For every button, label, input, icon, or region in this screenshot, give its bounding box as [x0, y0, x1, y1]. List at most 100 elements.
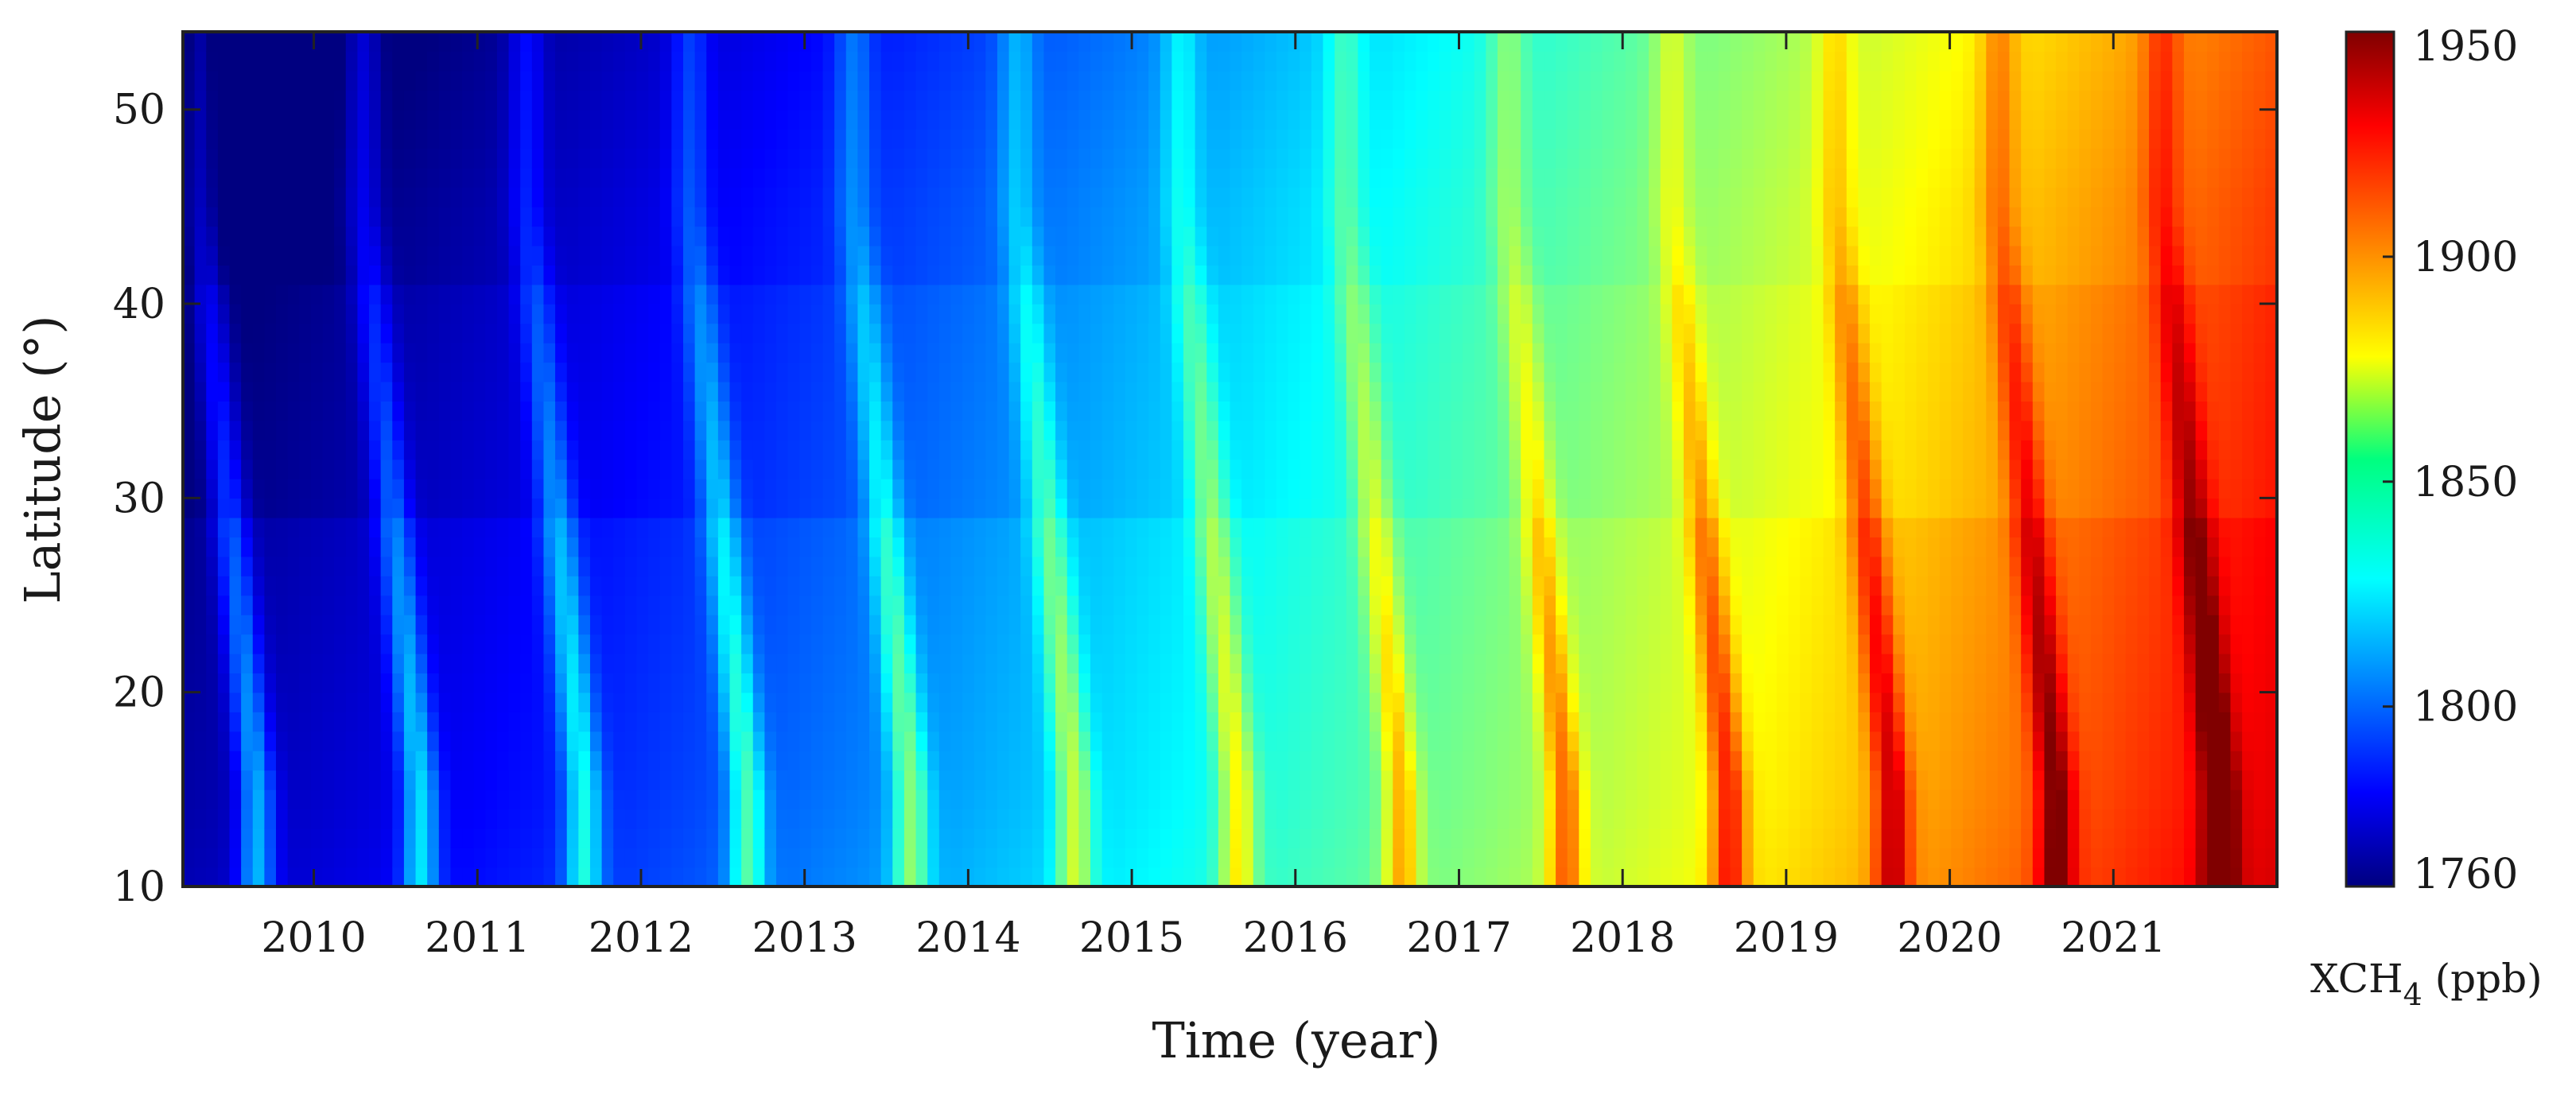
heatmap-cell	[1241, 750, 1254, 771]
heatmap-cell	[1230, 90, 1242, 111]
heatmap-cell	[1323, 245, 1335, 266]
heatmap-cell	[869, 90, 882, 111]
heatmap-cell	[717, 750, 731, 771]
heatmap-cell	[462, 789, 475, 810]
heatmap-cell	[787, 342, 801, 363]
heatmap-cell	[485, 712, 498, 732]
heatmap-cell	[938, 848, 952, 868]
heatmap-cell	[1067, 226, 1080, 246]
heatmap-cell	[776, 420, 789, 440]
heatmap-cell	[1113, 537, 1126, 557]
heatmap-cell	[299, 595, 312, 615]
heatmap-cell	[636, 304, 649, 324]
heatmap-cell	[624, 731, 638, 751]
heatmap-cell	[1078, 401, 1091, 421]
heatmap-cell	[1288, 634, 1301, 654]
heatmap-cell	[264, 576, 277, 596]
heatmap-cell	[334, 789, 347, 810]
heatmap-cell	[334, 32, 347, 52]
heatmap-cell	[380, 342, 394, 363]
heatmap-cell	[1335, 828, 1347, 848]
heatmap-cell	[1078, 770, 1091, 790]
heatmap-cell	[1463, 109, 1475, 130]
heatmap-cell	[1032, 129, 1045, 149]
heatmap-cell	[1416, 148, 1428, 169]
heatmap-cell	[1276, 304, 1289, 324]
heatmap-cell	[810, 90, 824, 111]
heatmap-cell	[682, 109, 696, 130]
heatmap-cell	[438, 90, 452, 111]
heatmap-cell	[1428, 148, 1440, 169]
heatmap-cell	[822, 148, 835, 169]
heatmap-cell	[1218, 750, 1231, 771]
heatmap-cell	[1055, 342, 1068, 363]
heatmap-cell	[741, 809, 754, 829]
heatmap-cell	[892, 440, 905, 460]
heatmap-cell	[985, 673, 998, 693]
heatmap-cell	[729, 614, 742, 635]
heatmap-cell	[892, 51, 905, 72]
heatmap-cell	[1183, 420, 1196, 440]
heatmap-cell	[1323, 614, 1335, 635]
heatmap-cell	[1428, 342, 1440, 363]
heatmap-cell	[462, 770, 475, 790]
heatmap-cell	[659, 129, 673, 149]
heatmap-cell	[717, 342, 731, 363]
heatmap-cell	[299, 342, 312, 363]
heatmap-cell	[927, 265, 940, 285]
heatmap-cell	[1020, 478, 1033, 499]
heatmap-cell	[1381, 595, 1394, 615]
heatmap-cell	[659, 556, 673, 576]
heatmap-cell	[997, 51, 1010, 72]
heatmap-cell	[287, 556, 301, 576]
heatmap-cell	[636, 226, 649, 246]
heatmap-cell	[950, 848, 963, 868]
heatmap-cell	[741, 498, 754, 518]
heatmap-cell	[438, 692, 452, 712]
heatmap-cell	[1113, 129, 1126, 149]
heatmap-cell	[473, 828, 487, 848]
heatmap-cell	[857, 459, 870, 479]
heatmap-cell	[1136, 168, 1149, 188]
heatmap-cell	[962, 168, 975, 188]
heatmap-cell	[799, 206, 812, 227]
heatmap-cell	[1300, 32, 1312, 52]
heatmap-cell	[1393, 867, 1405, 887]
heatmap-cell	[729, 381, 742, 402]
heatmap-cell	[624, 90, 638, 111]
heatmap-cell	[1497, 498, 1510, 518]
heatmap-cell	[1416, 809, 1428, 829]
heatmap-cell	[1008, 323, 1021, 343]
heatmap-cell	[601, 809, 615, 829]
heatmap-cell	[1160, 517, 1173, 538]
heatmap-cell	[1358, 70, 1370, 91]
heatmap-cell	[194, 109, 208, 130]
heatmap-cell	[1067, 265, 1080, 285]
heatmap-cell	[613, 284, 626, 305]
heatmap-cell	[1148, 731, 1161, 751]
heatmap-cell	[1195, 187, 1208, 208]
heatmap-cell	[973, 614, 987, 635]
heatmap-cell	[183, 168, 196, 188]
heatmap-cell	[217, 420, 231, 440]
heatmap-cell	[764, 70, 777, 91]
heatmap-cell	[799, 304, 812, 324]
heatmap-cell	[752, 206, 766, 227]
heatmap-cell	[508, 848, 522, 868]
heatmap-cell	[276, 70, 289, 91]
heatmap-cell	[671, 673, 684, 693]
heatmap-cell	[322, 673, 335, 693]
heatmap-cell	[1404, 478, 1417, 499]
heatmap-cell	[845, 576, 859, 596]
heatmap-cell	[1451, 381, 1463, 402]
heatmap-cell	[217, 692, 231, 712]
heatmap-cell	[252, 576, 266, 596]
heatmap-cell	[799, 731, 812, 751]
heatmap-cell	[299, 265, 312, 285]
heatmap-cell	[357, 556, 370, 576]
heatmap-cell	[973, 304, 987, 324]
heatmap-cell	[1148, 32, 1161, 52]
heatmap-cell	[566, 673, 580, 693]
heatmap-cell	[496, 595, 510, 615]
heatmap-cell	[485, 420, 498, 440]
